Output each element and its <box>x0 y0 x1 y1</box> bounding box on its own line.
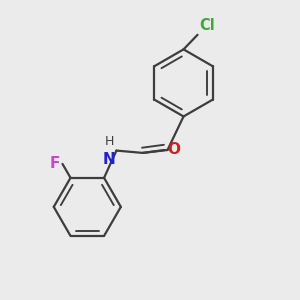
Text: H: H <box>105 135 114 148</box>
Text: F: F <box>49 156 60 171</box>
Text: O: O <box>167 142 181 157</box>
Text: Cl: Cl <box>199 18 215 33</box>
Text: N: N <box>103 152 116 167</box>
